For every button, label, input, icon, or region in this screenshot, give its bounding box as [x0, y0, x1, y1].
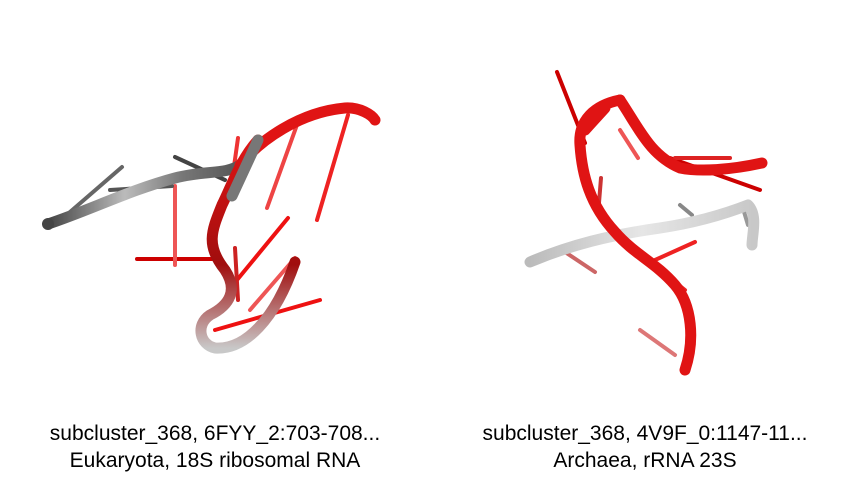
backbone [524, 94, 768, 376]
backbone [42, 102, 381, 354]
structure-panel-left: subcluster_368, 6FYY_2:703-708... Eukary… [0, 102, 430, 474]
taxonomy-right: Archaea, rRNA 23S [553, 449, 737, 472]
subcluster-id-right: subcluster_368, 4V9F_0:1147-11... [482, 422, 808, 445]
structure-panel-right: subcluster_368, 4V9F_0:1147-11... Archae… [430, 0, 860, 480]
rna-structure-left [42, 102, 381, 354]
caption-right: subcluster_368, 4V9F_0:1147-11... Archae… [430, 420, 860, 474]
taxonomy-left: Eukaryota, 18S ribosomal RNA [69, 449, 361, 472]
rna-structure-right [524, 70, 768, 376]
base-sticks [68, 113, 350, 332]
subcluster-id-left: subcluster_368, 6FYY_2:703-708... [49, 422, 381, 445]
caption-left: subcluster_368, 6FYY_2:703-708... Eukary… [0, 420, 430, 474]
